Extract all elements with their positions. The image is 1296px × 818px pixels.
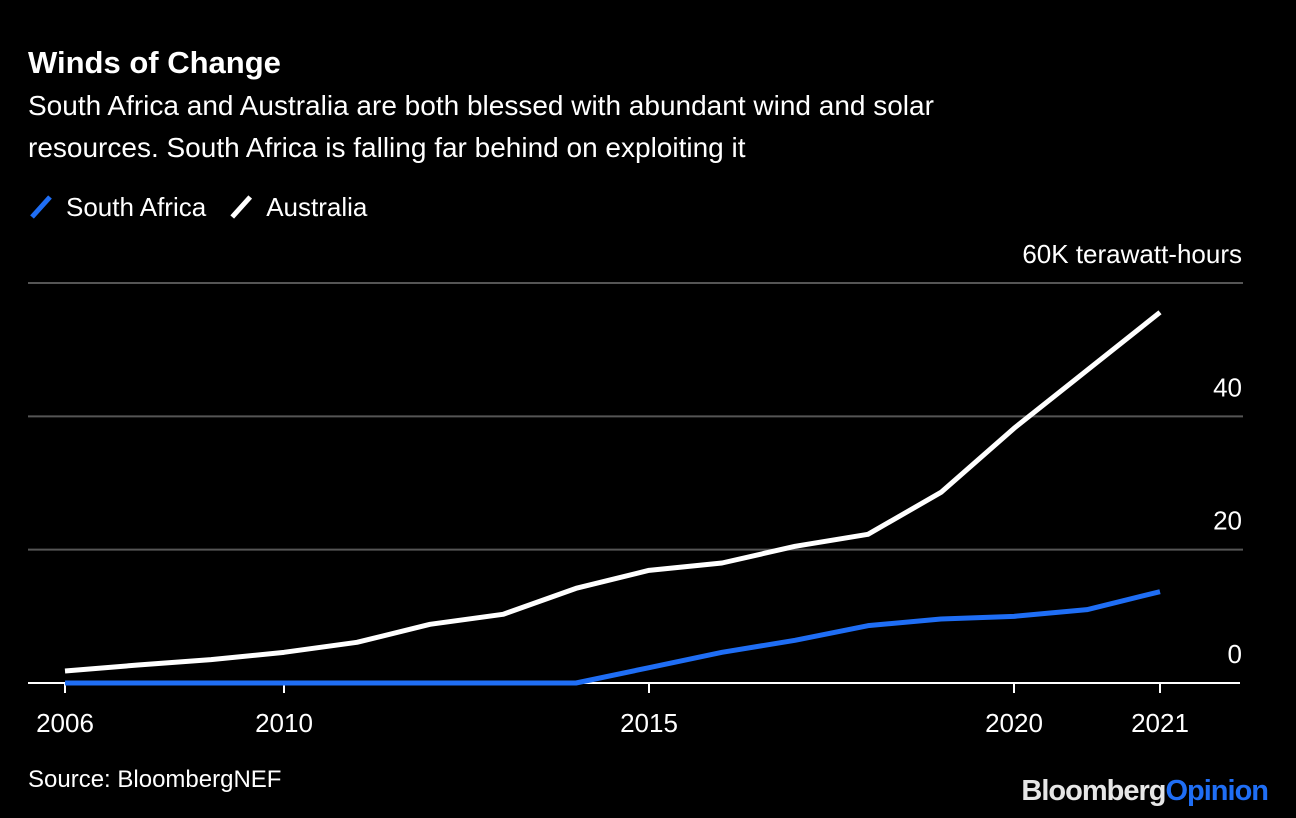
series-line xyxy=(64,310,1162,674)
y-tick-label: 0 xyxy=(1228,639,1242,669)
chart-title: Winds of Change xyxy=(28,45,281,80)
x-tick-label: 2010 xyxy=(255,708,313,738)
y-tick-label: 60K terawatt-hours xyxy=(1022,239,1242,269)
chart-subtitle: resources. South Africa is falling far b… xyxy=(28,132,746,163)
source: Source: BloombergNEF xyxy=(28,766,281,793)
legend-label: Australia xyxy=(266,192,368,222)
y-tick-label: 20 xyxy=(1213,506,1242,536)
x-tick-label: 2006 xyxy=(36,708,94,738)
series-line xyxy=(65,589,1161,686)
x-tick-label: 2015 xyxy=(620,708,678,738)
x-tick-label: 2020 xyxy=(985,708,1043,738)
chart-subtitle: South Africa and Australia are both bles… xyxy=(28,90,934,121)
legend-label: South Africa xyxy=(66,192,207,222)
brand-part: Opinion xyxy=(1165,775,1268,807)
legend-swatch xyxy=(230,195,253,219)
x-tick-label: 2021 xyxy=(1131,708,1189,738)
y-tick-label: 40 xyxy=(1213,372,1242,402)
brand-part: Bloomberg xyxy=(1021,775,1165,807)
brand-logo: BloombergOpinion xyxy=(1021,775,1268,807)
legend-swatch xyxy=(30,195,52,219)
